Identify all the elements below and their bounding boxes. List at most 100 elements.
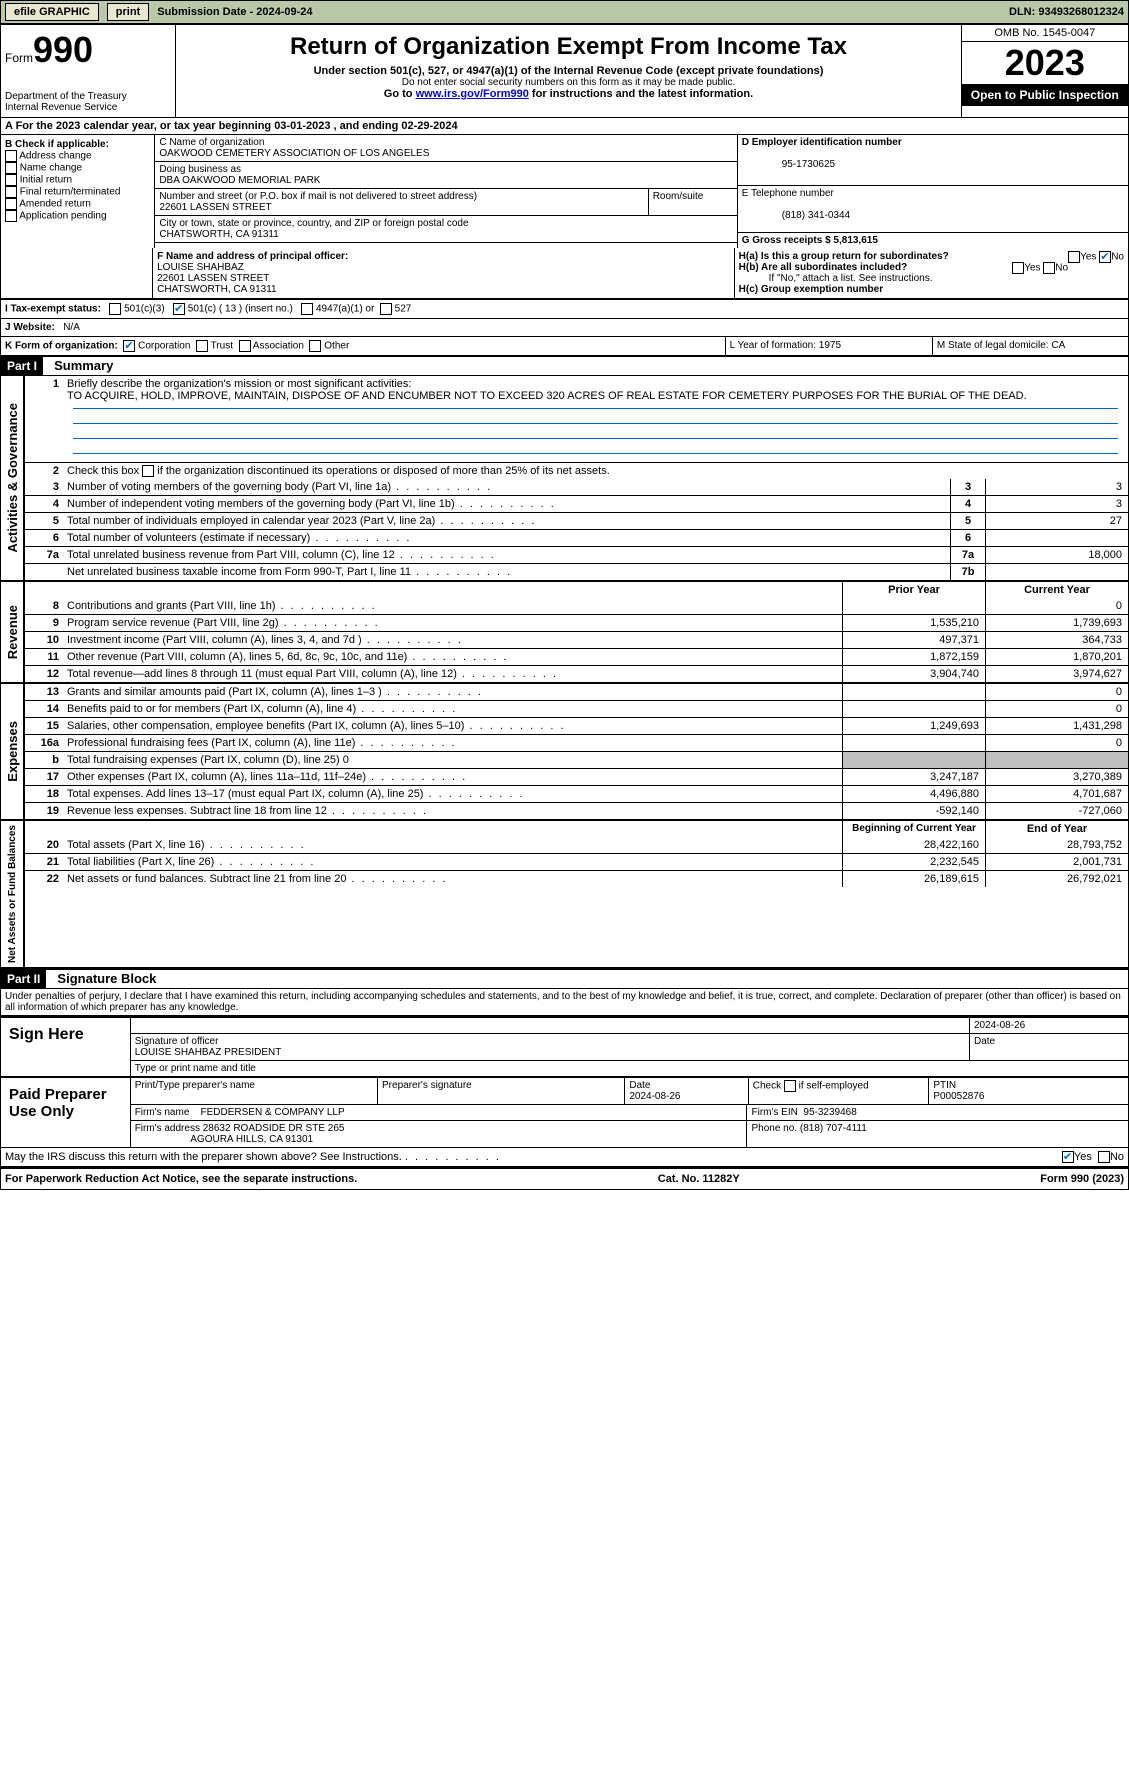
ha-yes[interactable]: [1068, 251, 1080, 263]
net-assets-section: Net Assets or Fund Balances Beginning of…: [1, 821, 1128, 969]
part2-label: Part II: [1, 970, 46, 988]
expense-line: bTotal fundraising expenses (Part IX, co…: [25, 751, 1128, 768]
line2-text: Check this box if the organization disco…: [67, 465, 610, 477]
discuss-no[interactable]: [1098, 1151, 1110, 1163]
cb-501c3[interactable]: [109, 303, 121, 315]
no-label2: No: [1055, 263, 1068, 274]
checkbox-name-change[interactable]: [5, 162, 17, 174]
section-b-label: B Check if applicable:: [5, 139, 109, 150]
activities-governance: Activities & Governance 1 Briefly descri…: [1, 376, 1128, 582]
expenses-section: Expenses 13Grants and similar amounts pa…: [1, 684, 1128, 821]
website-value: N/A: [63, 322, 80, 333]
topbar: efile GRAPHIC print Submission Date - 20…: [0, 0, 1129, 24]
klm-row: K Form of organization: Corporation Trus…: [1, 337, 1128, 356]
ha-no[interactable]: [1099, 251, 1111, 263]
checkbox-final[interactable]: [5, 186, 17, 198]
side-rev: Revenue: [3, 601, 22, 663]
expense-line: 19Revenue less expenses. Subtract line 1…: [25, 802, 1128, 819]
section-m: M State of legal domicile: CA: [932, 337, 1128, 355]
checkbox-addr-change[interactable]: [5, 150, 17, 162]
ptin: P00052876: [933, 1091, 984, 1102]
cb-527[interactable]: [380, 303, 392, 315]
line1-label: Briefly describe the organization's miss…: [67, 378, 411, 390]
cb-trust[interactable]: [196, 340, 208, 352]
hb-note: If "No," attach a list. See instructions…: [739, 273, 1124, 284]
cb-discontinued[interactable]: [142, 465, 154, 477]
hb-label: H(b) Are all subordinates included?: [739, 262, 908, 273]
website-row: J Website: N/A: [1, 319, 1128, 337]
cb-4947[interactable]: [301, 303, 313, 315]
org-name: OAKWOOD CEMETERY ASSOCIATION OF LOS ANGE…: [159, 148, 429, 159]
revenue-line: 10Investment income (Part VIII, column (…: [25, 631, 1128, 648]
expense-line: 13Grants and similar amounts paid (Part …: [25, 684, 1128, 700]
submission-date: Submission Date - 2024-09-24: [157, 6, 312, 18]
ein-label: D Employer identification number: [742, 137, 902, 148]
cb-501c[interactable]: [173, 303, 185, 315]
opt-pending: Application pending: [19, 211, 106, 222]
section-b: B Check if applicable: Address change Na…: [1, 135, 155, 248]
opt-assoc: Association: [253, 341, 304, 352]
tax-year: 2023: [962, 42, 1128, 84]
title-line-label: Type or print name and title: [131, 1061, 1128, 1076]
discuss-yes[interactable]: [1062, 1151, 1074, 1163]
revenue-line: 9Program service revenue (Part VIII, lin…: [25, 614, 1128, 631]
officer-street: 22601 LASSEN STREET: [157, 273, 269, 284]
ptin-label: PTIN: [933, 1080, 956, 1091]
side-exp: Expenses: [3, 717, 22, 786]
expense-line: 17Other expenses (Part IX, column (A), l…: [25, 768, 1128, 785]
room-label: Room/suite: [649, 189, 737, 215]
expense-line: 18Total expenses. Add lines 13–17 (must …: [25, 785, 1128, 802]
side-ag: Activities & Governance: [3, 399, 22, 557]
checkbox-initial[interactable]: [5, 174, 17, 186]
prep-check: Check if self-employed: [749, 1078, 930, 1104]
summary-line: 4Number of independent voting members of…: [25, 495, 1128, 512]
opt-527: 527: [395, 304, 412, 315]
discuss-text: May the IRS discuss this return with the…: [5, 1151, 402, 1163]
opt-501c: 501(c) ( 13 ) (insert no.): [188, 304, 293, 315]
cb-corp[interactable]: [123, 340, 135, 352]
street-label: Number and street (or P.O. box if mail i…: [159, 191, 477, 202]
net-assets-line: 20Total assets (Part X, line 16)28,422,1…: [25, 837, 1128, 853]
form-990: Form990 Department of the Treasury Inter…: [0, 24, 1129, 1190]
section-c-name-label: C Name of organization: [159, 137, 264, 148]
officer-block: F Name and address of principal officer:…: [1, 248, 1128, 299]
section-j-label: J Website:: [5, 322, 55, 333]
prep-date: 2024-08-26: [629, 1091, 680, 1102]
tax-exempt-row: I Tax-exempt status: 501(c)(3) 501(c) ( …: [1, 299, 1128, 319]
part1-label: Part I: [1, 357, 43, 375]
yes-label: Yes: [1080, 252, 1096, 263]
firm-ein-label: Firm's EIN: [751, 1107, 797, 1118]
summary-line: Net unrelated business taxable income fr…: [25, 563, 1128, 580]
city-label: City or town, state or province, country…: [159, 218, 468, 229]
checkbox-pending[interactable]: [5, 210, 17, 222]
line1-text: TO ACQUIRE, HOLD, IMPROVE, MAINTAIN, DIS…: [67, 390, 1027, 402]
goto-suffix: for instructions and the latest informat…: [529, 88, 753, 100]
period-row: A For the 2023 calendar year, or tax yea…: [1, 118, 1128, 135]
summary-line: 6Total number of volunteers (estimate if…: [25, 529, 1128, 546]
officer-city: CHATSWORTH, CA 91311: [157, 284, 276, 295]
hb-no[interactable]: [1043, 262, 1055, 274]
ha-label: H(a) Is this a group return for subordin…: [739, 251, 949, 262]
hb-yes[interactable]: [1012, 262, 1024, 274]
net-assets-line: 21Total liabilities (Part X, line 26)2,2…: [25, 853, 1128, 870]
goto-prefix: Go to: [384, 88, 416, 100]
form-subtitle: Under section 501(c), 527, or 4947(a)(1)…: [180, 65, 956, 77]
paid-label: Paid Preparer Use Only: [1, 1078, 131, 1147]
firm-ein: 95-3239468: [803, 1107, 856, 1118]
hc-label: H(c) Group exemption number: [739, 284, 883, 295]
irs-link[interactable]: www.irs.gov/Form990: [416, 88, 529, 100]
expense-line: 14Benefits paid to or for members (Part …: [25, 700, 1128, 717]
expense-line: 16aProfessional fundraising fees (Part I…: [25, 734, 1128, 751]
checkbox-amended[interactable]: [5, 198, 17, 210]
efile-button[interactable]: efile GRAPHIC: [5, 3, 99, 21]
inspection-label: Open to Public Inspection: [962, 84, 1128, 106]
print-button[interactable]: print: [107, 3, 149, 21]
dept-label: Department of the Treasury Internal Reve…: [5, 91, 171, 113]
cb-self[interactable]: [784, 1080, 796, 1092]
opt-initial: Initial return: [20, 175, 72, 186]
no-label: No: [1111, 252, 1124, 263]
cb-other[interactable]: [309, 340, 321, 352]
cb-assoc[interactable]: [239, 340, 251, 352]
revenue-section: Revenue Prior Year Current Year 8Contrib…: [1, 582, 1128, 684]
footer-mid: Cat. No. 11282Y: [658, 1173, 740, 1185]
